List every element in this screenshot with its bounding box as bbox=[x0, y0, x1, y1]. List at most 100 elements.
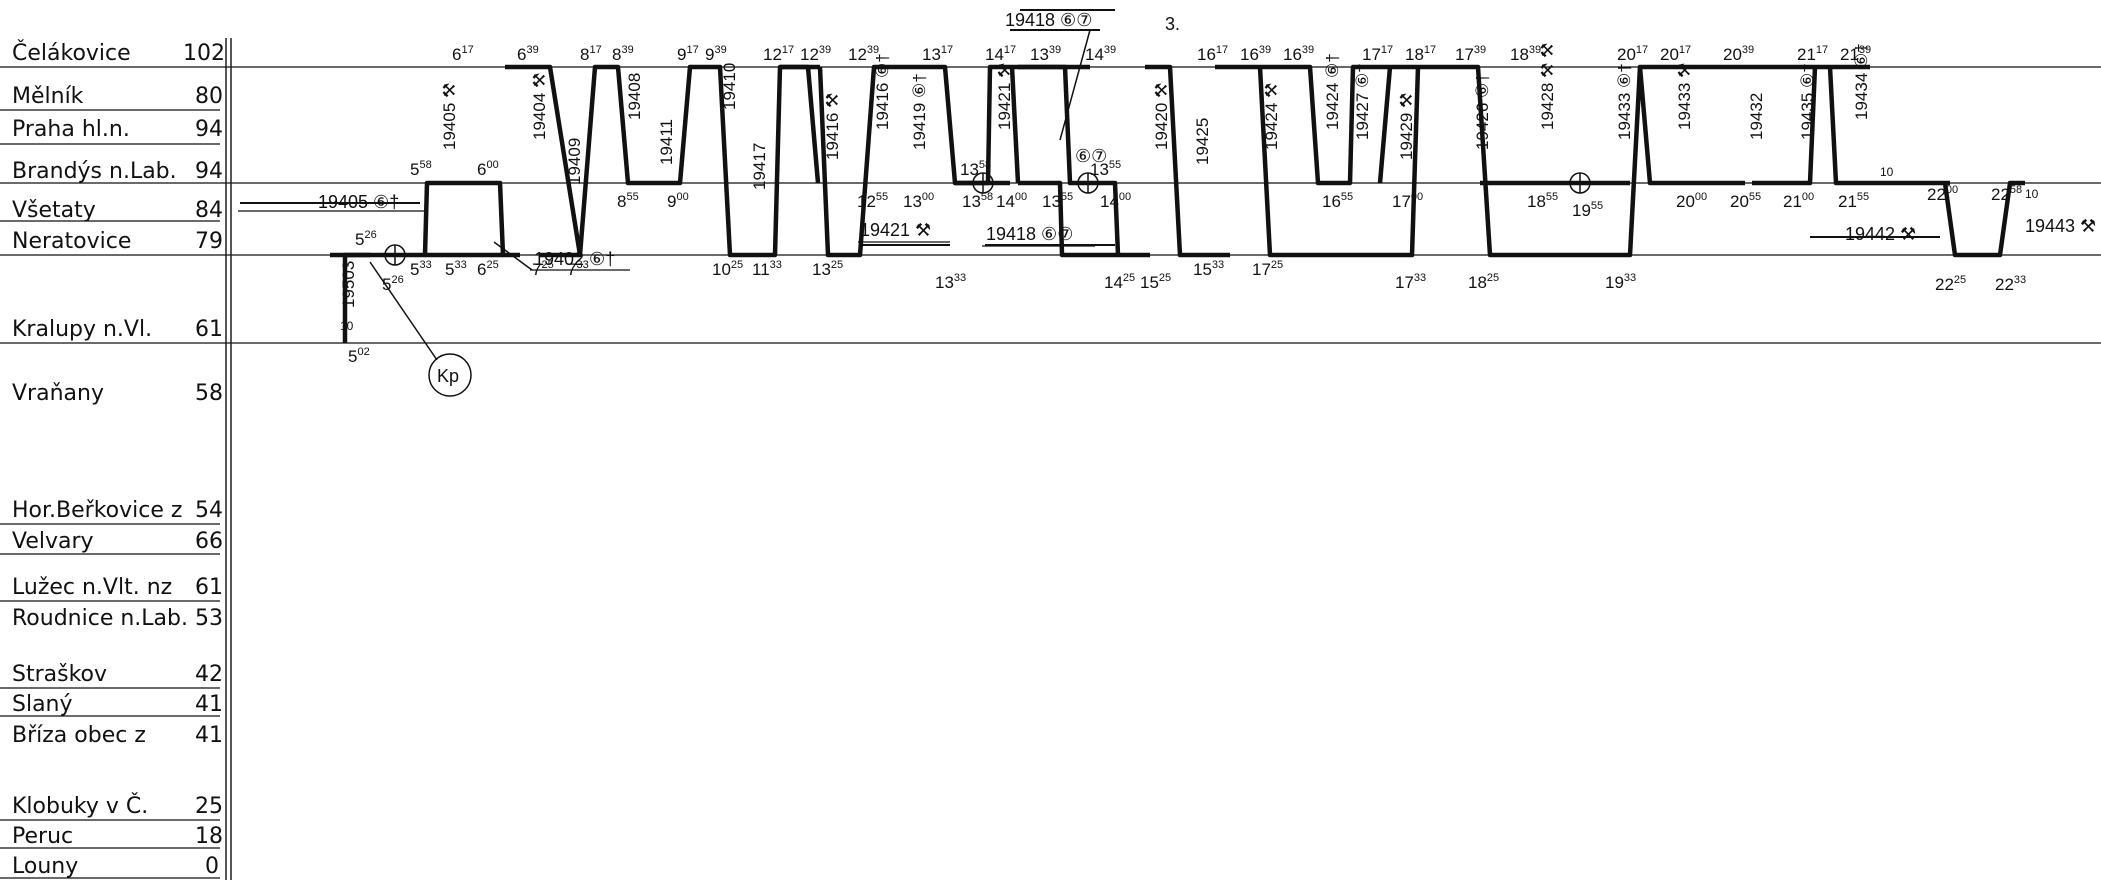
time-celakovice: 2117 bbox=[1797, 44, 1828, 64]
time-celakovice: 939 bbox=[705, 44, 727, 64]
time-neratovice: 1725 bbox=[1252, 259, 1283, 279]
time-vsetaty: 1400 bbox=[996, 191, 1027, 211]
station-name: Straškov bbox=[12, 662, 107, 687]
time-vsetaty: 1655 bbox=[1322, 191, 1353, 211]
station-km: 58 bbox=[195, 381, 223, 406]
train-path bbox=[342, 252, 370, 343]
train-number: 19424 ⑥† bbox=[1323, 53, 1342, 130]
train-number: 19432 bbox=[1747, 93, 1766, 140]
time-neratovice: 1325 bbox=[812, 259, 843, 279]
time-celakovice: 2017 bbox=[1660, 44, 1691, 64]
time-neratovice: 1933 bbox=[1605, 272, 1636, 292]
time-celakovice: 1717 bbox=[1362, 44, 1393, 64]
callout-19405: 19405 ⑥† bbox=[318, 192, 399, 212]
station-name: Klobuky v Č. bbox=[12, 793, 148, 819]
time-vsetaty: 2258 bbox=[1991, 184, 2022, 204]
time-vsetaty: 1300 bbox=[903, 191, 934, 211]
time-vsetaty: 1955 bbox=[1572, 200, 1603, 220]
train-number: 19426 ⑥† bbox=[1473, 73, 1492, 150]
time-vsetaty: 1855 bbox=[1527, 191, 1558, 211]
time-vsetaty: 2200 bbox=[1927, 184, 1958, 204]
time-neratovice: 1525 bbox=[1140, 272, 1171, 292]
train-number: 19408 bbox=[625, 73, 644, 120]
station-name: Vraňany bbox=[12, 381, 104, 406]
train-path bbox=[1257, 66, 1421, 258]
train-number: 19420 ⚒ bbox=[1152, 83, 1171, 150]
station-name: Brandýs n.Lab. bbox=[12, 159, 177, 184]
train-number: 19419 ⑥† bbox=[910, 73, 929, 150]
station-name: Peruc bbox=[12, 824, 73, 849]
small-mark: 10 bbox=[1880, 165, 1894, 179]
station-name: Roudnice n.Lab. bbox=[12, 606, 188, 631]
station-km: 42 bbox=[195, 662, 223, 687]
train-number: 19428 ⚒ ⚒ bbox=[1538, 43, 1557, 130]
time-neratovice: 1133 bbox=[752, 259, 782, 279]
train-numbers: 19405 ⚒ 19404 ⚒ 19409 19408 19411 19410 19417 1… bbox=[339, 43, 1871, 308]
train-number: 19409 bbox=[565, 138, 584, 185]
time-vsetaty: 1400 bbox=[1100, 191, 1131, 211]
station-km: 41 bbox=[195, 692, 223, 717]
time-neratovice: 2233 bbox=[1995, 274, 2026, 294]
time-neratovice: 526 bbox=[355, 229, 377, 249]
time-celakovice: 1217 bbox=[763, 44, 794, 64]
time-kralupy: 502 bbox=[348, 346, 370, 366]
time-vsetaty: 1355 bbox=[1042, 191, 1073, 211]
station-km: 61 bbox=[195, 575, 223, 600]
time-vsetaty: 600 bbox=[477, 159, 499, 179]
train-number: 19411 bbox=[657, 119, 676, 165]
train-number: 19416 ⚒ bbox=[823, 93, 842, 160]
station-name: Slaný bbox=[12, 692, 73, 717]
train-path bbox=[1942, 180, 2025, 258]
time-celakovice: 839 bbox=[612, 44, 634, 64]
station-km: 94 bbox=[195, 159, 223, 184]
time-neratovice: 533 bbox=[410, 259, 432, 279]
train-number: 19429 ⚒ bbox=[1397, 93, 1416, 160]
station-name: Bříza obec z bbox=[12, 723, 146, 748]
time-celakovice: 1739 bbox=[1455, 44, 1486, 64]
station-name: Kralupy n.Vl. bbox=[12, 317, 152, 342]
station-km: 66 bbox=[195, 529, 223, 554]
page-marker: 3. bbox=[1165, 14, 1180, 34]
callout-19443: 19443 ⚒ bbox=[2025, 216, 2096, 236]
callout-19442: 19442 ⚒ bbox=[1845, 224, 1916, 244]
time-celakovice: 1639 bbox=[1240, 44, 1271, 64]
train-path bbox=[1377, 66, 1393, 184]
callout-19418-top: 19418 ⑥⑦ bbox=[1005, 10, 1092, 30]
station-name: Neratovice bbox=[12, 229, 131, 254]
time-vsetaty: 900 bbox=[667, 191, 689, 211]
time-neratovice: 1733 bbox=[1395, 272, 1426, 292]
train-number: 19410 bbox=[720, 63, 739, 110]
time-celakovice: 2017 bbox=[1617, 44, 1648, 64]
time-celakovice: 1417 bbox=[985, 44, 1016, 64]
station-name: Čelákovice bbox=[12, 40, 131, 66]
time-celakovice: 917 bbox=[677, 44, 699, 64]
time-vsetaty: 1358 bbox=[960, 159, 991, 179]
train-path bbox=[1215, 64, 1430, 186]
train-path bbox=[1637, 66, 1745, 186]
station-km: 102 bbox=[183, 41, 225, 66]
time-neratovice: 625 bbox=[477, 259, 499, 279]
train-number: 19425 bbox=[1193, 118, 1212, 165]
station-km: 79 bbox=[195, 229, 223, 254]
time-vsetaty: 2000 bbox=[1676, 191, 1707, 211]
time-vsetaty: 1358 bbox=[962, 191, 993, 211]
time-celakovice: 1317 bbox=[922, 44, 953, 64]
time-neratovice: 526 bbox=[382, 274, 404, 294]
time-celakovice: 1439 bbox=[1085, 44, 1116, 64]
callout-19421: 19421 ⚒ bbox=[860, 220, 931, 240]
time-vsetaty: 855 bbox=[617, 191, 639, 211]
time-neratovice: 1533 bbox=[1193, 259, 1224, 279]
train-number: 19434 ⑥† bbox=[1852, 43, 1871, 120]
station-km: 41 bbox=[195, 723, 223, 748]
time-neratovice: 533 bbox=[445, 259, 467, 279]
train-number: 19417 bbox=[750, 143, 769, 190]
time-celakovice: 1639 bbox=[1283, 44, 1314, 64]
time-neratovice: 1333 bbox=[935, 272, 966, 292]
station-km: 94 bbox=[195, 117, 223, 142]
time-celakovice: 639 bbox=[517, 44, 539, 64]
time-celakovice: 1817 bbox=[1405, 44, 1436, 64]
station-name: Louny bbox=[12, 854, 78, 879]
train-number: 19433 ⚒ bbox=[1675, 63, 1694, 130]
station-name: Všetaty bbox=[12, 198, 96, 223]
